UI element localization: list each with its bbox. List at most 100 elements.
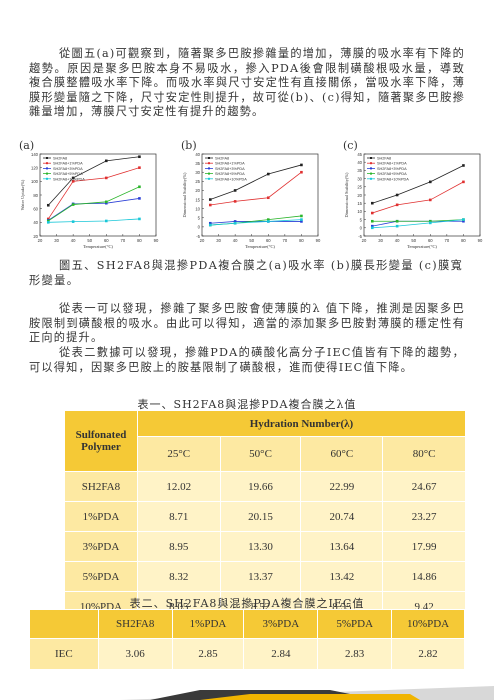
- data-point: [104, 219, 108, 223]
- data-point: [138, 197, 141, 200]
- data-point: [370, 201, 374, 205]
- panel-label-a: (a): [19, 139, 35, 152]
- lambda-table: Sulfonated Polymer Hydration Number(λ) 2…: [64, 410, 467, 622]
- x-tick-label: 20: [38, 238, 43, 243]
- data-point: [266, 172, 270, 176]
- x-tick-label: 70: [445, 238, 450, 243]
- legend-marker: [208, 172, 210, 175]
- data-point: [395, 193, 399, 197]
- x-tick-label: 60: [266, 238, 271, 243]
- y-tick-label: 20: [195, 188, 200, 193]
- data-point: [370, 219, 374, 223]
- corner-header: Sulfonated Polymer: [64, 410, 138, 472]
- width-deformation-chart: -5 0 5 10 15 20 25 30 35 40 45 20 30 40 50 60 70 80 90 Temp…: [344, 152, 483, 249]
- column-header: 80°C: [382, 436, 466, 472]
- x-tick-label: 30: [54, 238, 59, 243]
- data-point: [266, 196, 270, 200]
- panel-label-c: (c): [343, 139, 358, 152]
- iec-paragraph: 從表二數據可以發現，摻雜PDA的磺酸化高分子IEC值皆有下降的趨勢，可以得知，因…: [29, 346, 465, 374]
- data-point: [233, 200, 237, 203]
- table-cell: 20.15: [219, 501, 302, 532]
- data-point: [300, 163, 303, 167]
- x-axis-label: Temperature(°C): [83, 244, 113, 249]
- row-header: 3%PDA: [64, 531, 138, 562]
- series-line: [372, 220, 464, 227]
- series-line: [372, 181, 464, 214]
- y-tick-label: 25: [357, 185, 362, 190]
- table-cell: 8.32: [136, 561, 221, 592]
- table-cell: 14.86: [382, 561, 466, 592]
- lambda-paragraph: 從表一可以發現，摻雜了聚多巴胺會使薄膜的λ 值下降，推測是因聚多巴胺限制到磺酸根…: [29, 302, 465, 345]
- legend-entry: SH2FA8+3%PDA: [377, 167, 407, 171]
- data-point: [428, 221, 432, 225]
- y-tick-label: 10: [357, 209, 362, 214]
- series-line: [48, 218, 140, 223]
- table-cell: 13.64: [300, 531, 384, 562]
- table-cell: 3.06: [97, 638, 173, 670]
- y-tick-label: 40: [357, 160, 362, 165]
- data-point: [233, 220, 237, 223]
- legend-entry: SH2FA8: [53, 157, 67, 161]
- x-tick-label: 40: [233, 238, 238, 243]
- data-point: [71, 176, 75, 180]
- table-cell: 12.02: [136, 471, 221, 502]
- x-axis-label: Temperature(°C): [245, 244, 275, 249]
- data-point: [395, 203, 399, 207]
- x-tick-label: 20: [200, 238, 205, 243]
- series-line: [48, 186, 140, 222]
- panel-label-b: (b): [181, 139, 197, 152]
- data-point: [462, 164, 465, 167]
- y-tick-label: 80: [33, 193, 38, 198]
- table-cell: 2.84: [243, 638, 319, 670]
- y-tick-label: 35: [195, 161, 200, 166]
- data-point: [208, 203, 212, 207]
- data-point: [428, 180, 432, 184]
- data-point: [395, 219, 399, 223]
- y-tick-label: -5: [196, 234, 200, 239]
- table-cell: 8.95: [136, 531, 221, 562]
- y-tick-label: 35: [357, 168, 362, 173]
- y-tick-label: 45: [357, 152, 362, 157]
- iec-table: SH2FA8 1%PDA 3%PDA 5%PDA 10%PDA IEC 3.06 2.85 2…: [29, 609, 465, 670]
- data-point: [395, 224, 399, 228]
- y-tick-label: 5: [360, 217, 363, 222]
- data-point: [428, 219, 432, 223]
- legend-marker: [46, 167, 48, 170]
- y-tick-label: 40: [195, 152, 200, 157]
- legend-entry: SH2FA8+1%PDA: [53, 162, 83, 166]
- legend-marker: [208, 167, 210, 170]
- legend-marker: [208, 157, 210, 159]
- table-row: 5%PDA 8.32 13.37 13.42 14.86: [64, 561, 466, 592]
- y-tick-label: 5: [198, 216, 201, 221]
- y-axis-label: Water Uptake(%): [20, 179, 25, 210]
- series-line: [47, 156, 140, 206]
- data-point: [138, 166, 141, 169]
- x-tick-label: 50: [411, 238, 416, 243]
- data-point: [71, 203, 75, 206]
- data-point: [138, 185, 141, 189]
- y-tick-label: 60: [33, 206, 38, 211]
- table-row: 3%PDA 8.95 13.30 13.64 17.99: [64, 531, 466, 562]
- y-tick-label: 0: [360, 226, 363, 231]
- series-line: [210, 171, 302, 206]
- data-point: [300, 220, 303, 223]
- legend-entry: SH2FA8+1%PDA: [377, 162, 407, 166]
- y-tick-label: 140: [31, 152, 39, 157]
- x-tick-label: 60: [428, 238, 433, 243]
- group-header: Hydration Number(λ): [136, 410, 467, 437]
- table-cell: 23.27: [382, 501, 466, 532]
- y-tick-label: 30: [195, 170, 200, 175]
- x-tick-label: 80: [461, 238, 466, 243]
- y-tick-label: 0: [198, 225, 201, 230]
- data-point: [46, 219, 50, 223]
- table-cell: 13.37: [219, 561, 302, 592]
- footer-yellow-stripe: [200, 694, 420, 700]
- legend-marker: [370, 177, 372, 180]
- y-tick-label: 100: [31, 179, 39, 184]
- figure-caption: 圖五、SH2FA8與混摻PDA複合膜之(a)吸水率 (b)膜長形變量 (c)膜寬…: [29, 259, 464, 287]
- y-tick-label: 120: [31, 165, 39, 170]
- x-tick-label: 70: [121, 238, 126, 243]
- column-header: 5%PDA: [317, 609, 393, 639]
- data-point: [370, 224, 374, 228]
- data-point: [138, 217, 141, 221]
